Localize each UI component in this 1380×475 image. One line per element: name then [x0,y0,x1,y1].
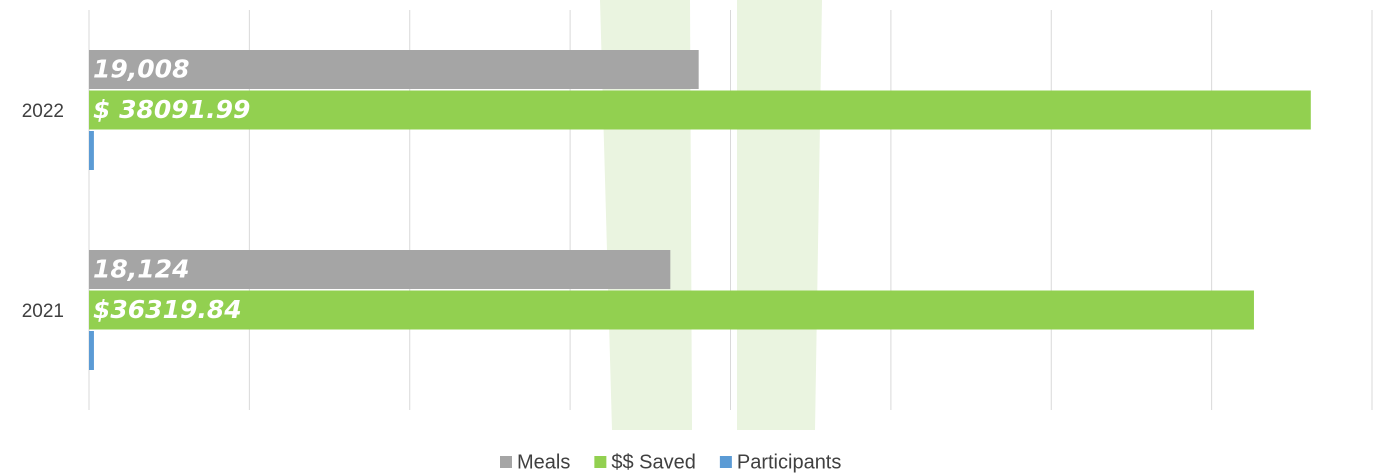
bar [89,50,699,89]
data-label: $36319.84 [93,295,242,324]
bar [89,250,671,289]
bar [89,290,1254,330]
legend-swatch [500,456,512,468]
bar [89,90,1311,130]
y-tick-label: 2022 [22,101,64,122]
decor-band [737,0,822,430]
data-label: 18,124 [93,255,189,284]
data-label: 153 [93,136,145,165]
bar [89,331,94,370]
data-label: $ 38091.99 [93,95,250,124]
legend-swatch [594,456,607,468]
legend-label: Meals [517,451,570,473]
legend-label: $$ Saved [611,451,696,473]
bar [89,131,94,170]
legend-swatch [719,456,732,468]
data-label: 154 [93,336,145,365]
data-label: 19,008 [93,55,189,84]
legend-label: Participants [737,451,842,473]
y-tick-label: 2021 [22,301,64,322]
